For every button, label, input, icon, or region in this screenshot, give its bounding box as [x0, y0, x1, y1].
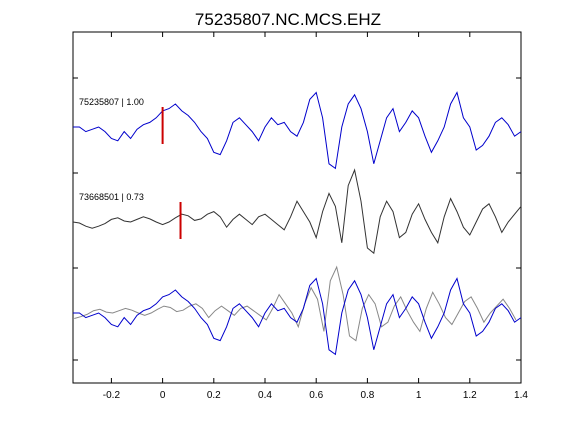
x-tick-label: -0.2 [103, 390, 121, 401]
x-tick-label: 0.2 [207, 390, 221, 401]
trace-waveform-1 [73, 91, 522, 170]
overlay-trace-2 [74, 265, 517, 342]
y-axis-tick-marks [73, 77, 521, 361]
trace-label-2: 73668501 | 0.73 [79, 192, 144, 202]
trace-panels: 75235807 | 1.00 73668501 | 0.73 [72, 91, 522, 356]
x-tick-label: 1 [416, 390, 422, 401]
trace-label-1: 75235807 | 1.00 [79, 97, 144, 107]
chart-title: 75235807.NC.MCS.EHZ [195, 10, 381, 29]
x-axis: -0.2 0 0.2 0.4 0.6 0.8 1 1.2 1.4 [103, 32, 528, 401]
x-tick-label: 0 [160, 390, 166, 401]
plot-frame [72, 31, 522, 384]
overlay-trace-1 [73, 277, 522, 356]
x-tick-label: 0.4 [258, 390, 272, 401]
x-tick-label: 1.2 [463, 390, 477, 401]
trace-waveform-2 [72, 168, 522, 255]
x-tick-label: 1.4 [514, 390, 528, 401]
x-tick-label: 0.6 [309, 390, 323, 401]
x-tick-label: 0.8 [360, 390, 374, 401]
